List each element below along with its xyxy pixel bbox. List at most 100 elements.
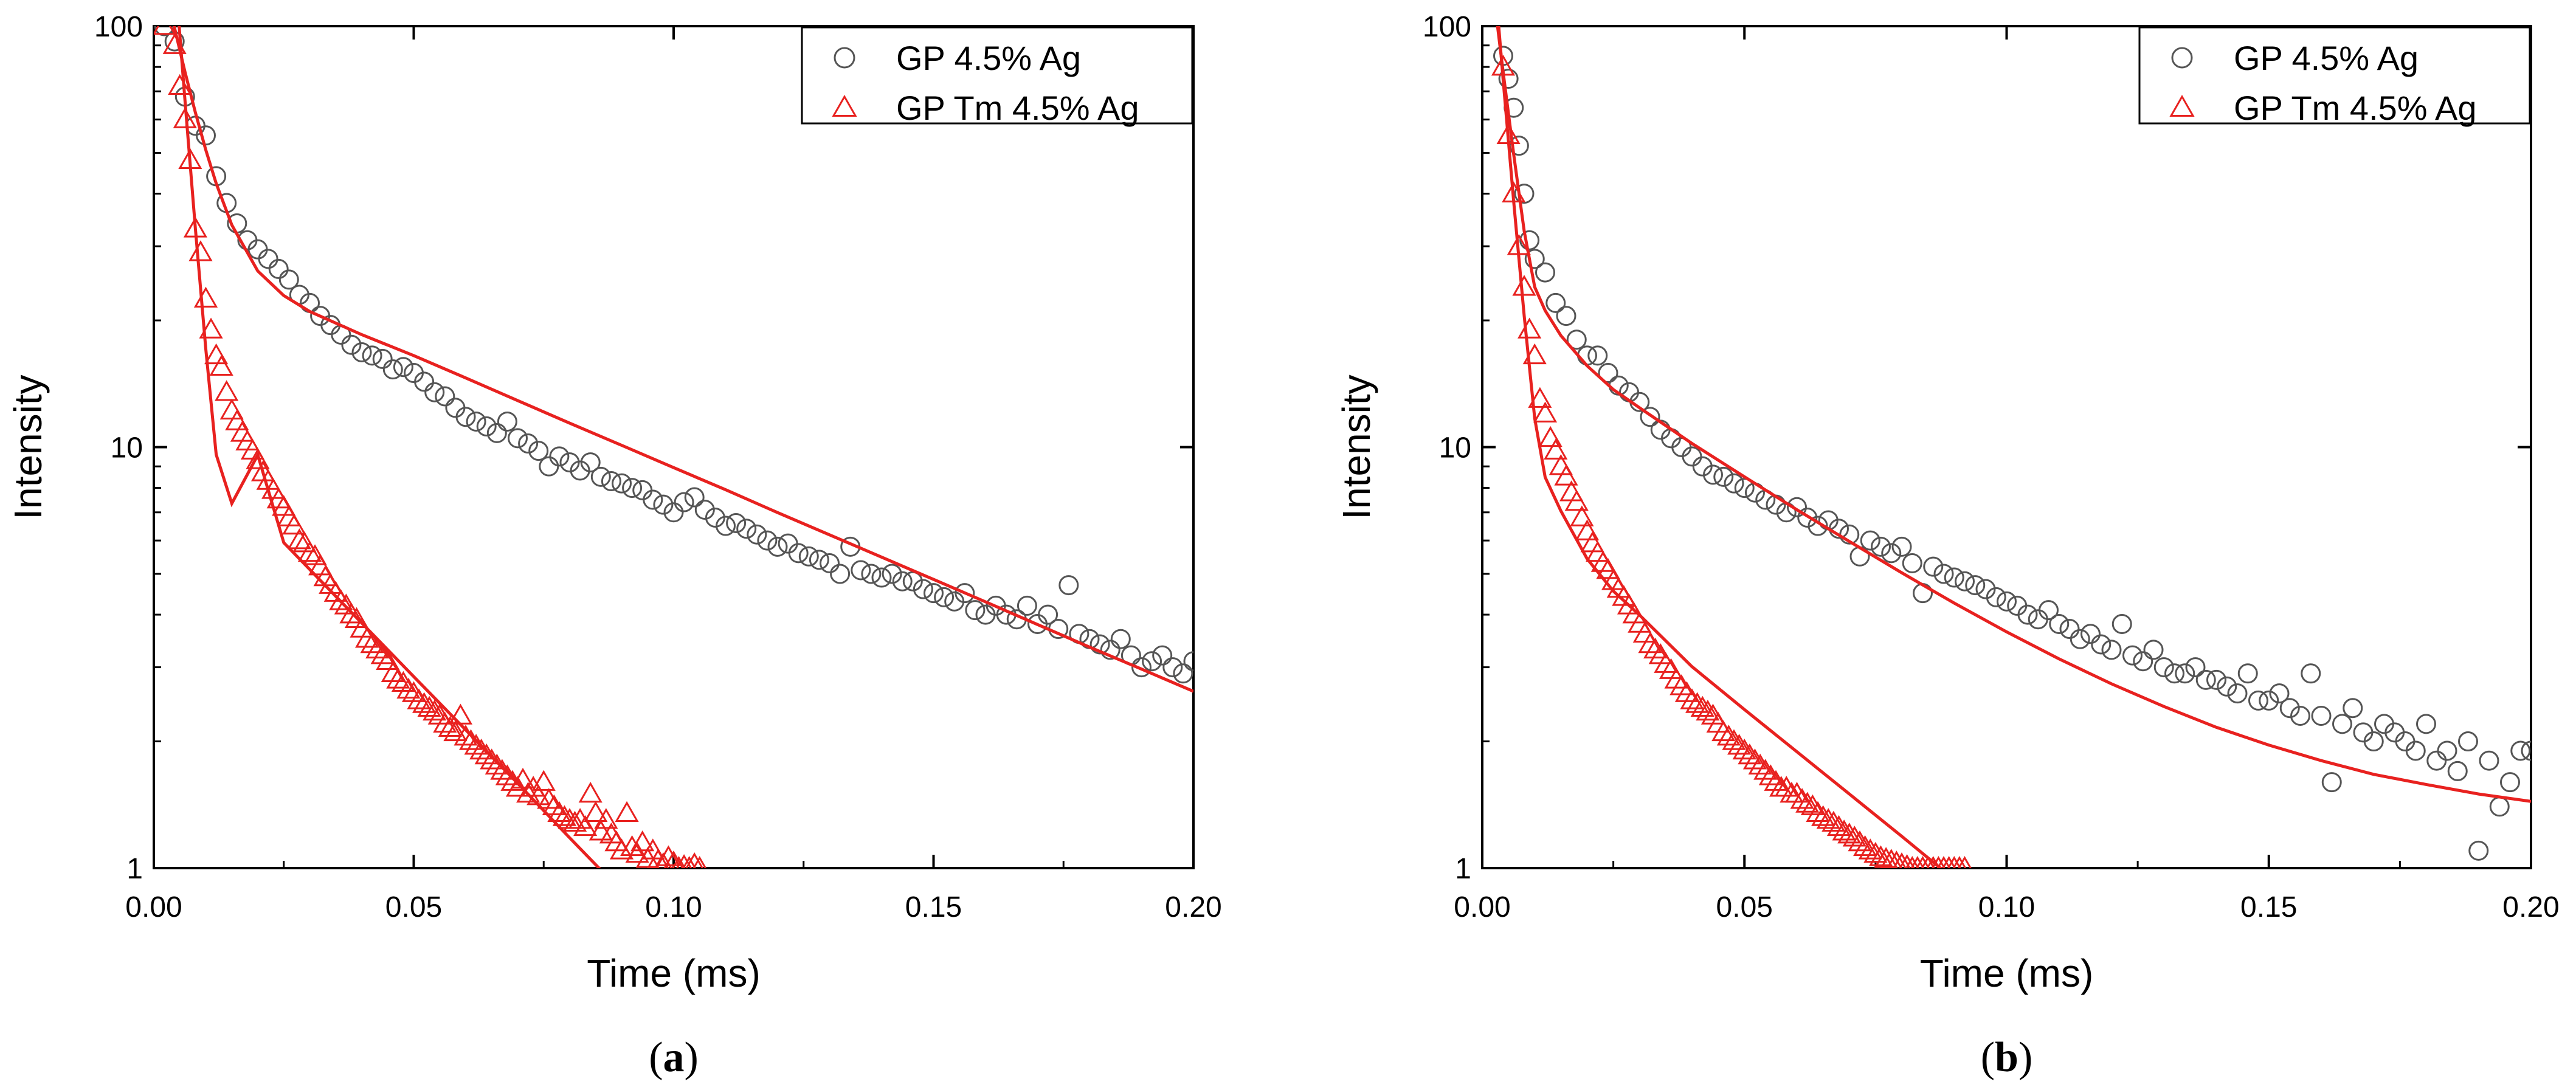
data-point-circle — [684, 487, 705, 508]
data-point-triangle — [620, 835, 644, 857]
data-point-triangle — [1842, 826, 1866, 847]
data-point-triangle — [1832, 819, 1856, 841]
legend-box — [2138, 26, 2531, 125]
data-point-circle — [1703, 464, 1723, 485]
data-point-triangle — [209, 354, 233, 376]
data-point-circle — [424, 382, 445, 402]
data-point-triangle — [193, 286, 218, 308]
panel-label-open: ( — [1981, 1034, 1995, 1081]
data-point-triangle — [490, 759, 514, 780]
data-point-circle — [1871, 536, 1891, 557]
data-point-circle — [1524, 249, 1545, 269]
data-point-circle — [1944, 567, 1964, 588]
data-point-triangle — [1822, 810, 1846, 832]
panel-label: (b) — [1981, 1034, 2033, 1081]
data-point-triangle — [685, 852, 704, 868]
data-point-triangle — [339, 602, 364, 624]
data-point-triangle — [474, 743, 499, 765]
data-point-triangle — [1590, 551, 1615, 572]
data-point-triangle — [215, 380, 239, 401]
x-tick-label: 0.10 — [645, 891, 702, 923]
data-point-circle — [643, 489, 663, 510]
data-point-circle — [2133, 651, 2153, 672]
series-gp-tm — [1491, 26, 1972, 868]
data-point-triangle — [154, 26, 176, 35]
data-point-triangle — [1643, 637, 1668, 659]
data-point-triangle — [1774, 776, 1798, 797]
y-tick-label: 10 — [111, 432, 143, 464]
legend-marker-triangle — [2169, 94, 2195, 117]
data-point-triangle — [188, 240, 213, 261]
data-point-triangle — [1863, 841, 1888, 863]
y-tick-label: 10 — [1439, 432, 1471, 464]
data-point-circle — [788, 543, 809, 564]
data-point-circle — [278, 269, 299, 290]
data-point-triangle — [448, 703, 473, 725]
data-point-circle — [1997, 591, 2017, 612]
data-point-triangle — [297, 540, 322, 562]
data-point-circle — [1881, 543, 1902, 564]
data-point-triangle — [329, 589, 353, 610]
data-point-circle — [2112, 613, 2132, 634]
data-point-triangle — [1696, 700, 1720, 721]
data-point-circle — [2143, 640, 2164, 660]
data-point-triangle — [282, 514, 306, 535]
data-point-circle — [154, 26, 174, 36]
data-point-circle — [830, 564, 851, 584]
plot-frame — [153, 25, 1195, 869]
data-point-circle — [382, 359, 403, 380]
data-point-triangle — [1570, 505, 1594, 526]
data-point-circle — [2447, 761, 2468, 781]
data-point-triangle — [480, 748, 504, 770]
data-point-circle — [622, 478, 643, 498]
data-point-circle — [341, 334, 362, 355]
data-point-circle — [2101, 640, 2122, 660]
data-point-triangle — [1811, 805, 1835, 826]
data-point-circle — [1038, 604, 1058, 625]
x-tick-label: 0.05 — [1716, 891, 1773, 923]
series-gp — [1493, 26, 2531, 861]
legend-label: GP 4.5% Ag — [2234, 39, 2419, 77]
data-point-circle — [2437, 740, 2457, 761]
data-point-triangle — [308, 554, 333, 576]
data-point-triangle — [386, 667, 410, 689]
data-point-circle — [508, 428, 528, 449]
fit-line — [1496, 26, 2531, 803]
data-point-circle — [2426, 750, 2447, 771]
series-gp — [154, 26, 1193, 693]
y-tick-label: 100 — [94, 11, 143, 43]
data-point-triangle — [1512, 275, 1536, 296]
data-point-triangle — [615, 801, 639, 822]
data-point-circle — [2416, 714, 2436, 734]
data-point-triangle — [1858, 838, 1882, 860]
data-point-triangle — [1722, 729, 1746, 750]
data-point-triangle — [287, 528, 311, 550]
data-point-triangle — [423, 700, 447, 721]
panel-label-open: ( — [649, 1034, 663, 1081]
data-point-circle — [747, 524, 767, 545]
data-point-circle — [580, 452, 601, 473]
data-point-circle — [2206, 669, 2226, 690]
data-point-triangle — [365, 637, 390, 659]
data-point-circle — [539, 456, 559, 477]
data-point-triangle — [1848, 830, 1872, 852]
data-point-circle — [694, 500, 715, 520]
data-point-circle — [1808, 516, 1828, 536]
data-point-circle — [892, 571, 913, 592]
data-point-triangle — [630, 830, 655, 852]
data-point-circle — [2468, 840, 2489, 861]
data-point-triangle — [1528, 387, 1552, 408]
data-point-triangle — [1716, 725, 1741, 746]
data-point-circle — [1682, 446, 1702, 467]
data-point-triangle — [485, 753, 509, 774]
data-point-triangle — [1893, 852, 1911, 868]
data-point-circle — [2059, 619, 2080, 640]
data-point-triangle — [173, 107, 197, 128]
data-point-triangle — [1853, 835, 1877, 857]
data-point-circle — [674, 492, 694, 512]
data-point-triangle — [1790, 788, 1814, 809]
data-point-circle — [372, 348, 393, 369]
data-point-triangle — [1800, 794, 1825, 816]
data-point-triangle — [578, 782, 603, 803]
data-point-triangle — [1564, 490, 1589, 511]
